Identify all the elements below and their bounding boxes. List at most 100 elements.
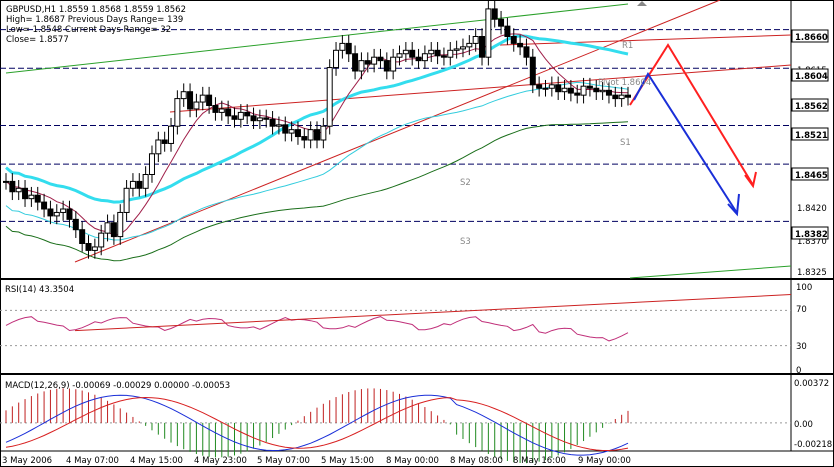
price-axis: 1.8615 1.8420 1.8370 1.8325 1.8660 1.860… (791, 29, 829, 278)
candle-body (409, 49, 416, 58)
candle-body (53, 211, 60, 217)
candle-body (485, 8, 492, 58)
time-tick: 5 May 15:00 (321, 456, 374, 466)
candle-body (199, 94, 206, 103)
candle-body (498, 18, 505, 27)
macd-line (5, 394, 629, 456)
red-upper-line (499, 34, 792, 46)
r1-price-box (791, 29, 829, 43)
time-tick: 9 May 00:00 (578, 456, 631, 466)
candle-body (250, 115, 257, 122)
pivot-price-box (791, 68, 829, 82)
close-line: Close= 1.8577 (6, 35, 69, 45)
s3-price: 1.8382 (795, 230, 828, 240)
candle-body (244, 111, 251, 117)
candle-body (282, 124, 289, 134)
rsi-panel[interactable] (0, 294, 792, 347)
time-tick: 3 May 2006 (2, 456, 52, 466)
candle-body (28, 194, 35, 200)
candle-body (72, 218, 79, 231)
candle-body (466, 42, 473, 48)
candle-body (377, 56, 384, 62)
candle-body (263, 117, 270, 120)
bid-price: 1.8562 (795, 102, 828, 112)
time-tick: 4 May 07:00 (66, 456, 119, 466)
candle-body (358, 60, 365, 72)
candle-body (428, 49, 435, 55)
candle-body (421, 53, 428, 62)
candle-body (275, 124, 282, 127)
macd-tick: -0.00218 (794, 440, 832, 450)
green-moving-average (5, 121, 629, 262)
candle-body (383, 60, 390, 72)
candle-body (555, 84, 562, 93)
candle-body (390, 56, 397, 72)
candle-body (314, 129, 320, 141)
bid-price-box (791, 98, 829, 112)
blue-forecast-arrow (633, 72, 738, 214)
candle-body (231, 115, 238, 120)
candle-body (41, 201, 48, 210)
s1-price-box (791, 127, 829, 141)
symbol-info-line: GBPUSD,H1 1.8559 1.8568 1.8559 1.8562 (6, 5, 186, 15)
s2-price-box (791, 167, 829, 181)
pivot-label: Pivot 1.8604 (598, 78, 651, 88)
triangle-marker-icon (637, 1, 647, 6)
candle-body (123, 187, 130, 213)
candle-body (510, 36, 517, 44)
pivot-price: 1.8604 (795, 72, 828, 82)
candle-body (434, 49, 441, 57)
candle-body (593, 87, 600, 93)
candle-body (320, 125, 327, 141)
macd-panel[interactable] (0, 388, 791, 464)
macd-label: MACD(12,26,9) -0.00069 -0.00029 0.00000 … (5, 381, 230, 391)
candle-body (605, 89, 612, 96)
candle-body (580, 85, 587, 96)
candle-body (599, 89, 606, 93)
candle-body (618, 94, 625, 100)
candle-body (168, 125, 175, 144)
rsi-line (5, 316, 629, 342)
upper-channel-line (5, 3, 629, 74)
rsi-tick: 100 (796, 283, 812, 293)
macd-tick: 0.00 (794, 420, 813, 430)
candle-body (129, 180, 136, 189)
lower-channel-line (629, 265, 792, 279)
candle-body (161, 139, 168, 144)
main-price-panel[interactable] (0, 0, 792, 279)
s2-label: S2 (460, 178, 471, 188)
candle-body (612, 94, 619, 100)
s1-price: 1.8521 (795, 131, 828, 141)
candle-body (453, 48, 460, 51)
candle-body (225, 108, 232, 117)
blue-arrowhead (727, 193, 740, 217)
candle-body (625, 94, 631, 98)
low-range-line: Low= 1.8548 Current Days Range= 32 (6, 25, 171, 35)
rsi-label: RSI(14) 43.3504 (5, 285, 74, 295)
candle-body (104, 222, 111, 234)
s1-label: S1 (620, 138, 631, 148)
red-trend-line (74, 0, 721, 263)
candle-body (60, 208, 67, 213)
high-range-line: High= 1.8687 Previous Days Range= 139 (6, 15, 183, 25)
candle-body (212, 105, 219, 113)
time-tick: 8 May 08:00 (450, 456, 503, 466)
candle-body (22, 187, 29, 200)
candle-body (301, 136, 308, 141)
candle-body (333, 49, 340, 69)
candle-body (523, 46, 530, 58)
red-arrowhead (744, 171, 757, 189)
candle-body (371, 56, 378, 65)
candle-body (396, 53, 403, 58)
candle-body (440, 55, 447, 58)
candle-body (47, 208, 54, 217)
s3-price-box (791, 226, 829, 240)
rsi-tick: 0 (796, 366, 801, 376)
time-tick: 8 May 16:00 (513, 456, 566, 466)
candle-body (187, 91, 194, 110)
candle-body (148, 153, 155, 176)
candle-body (529, 56, 536, 86)
candle-body (117, 211, 124, 238)
